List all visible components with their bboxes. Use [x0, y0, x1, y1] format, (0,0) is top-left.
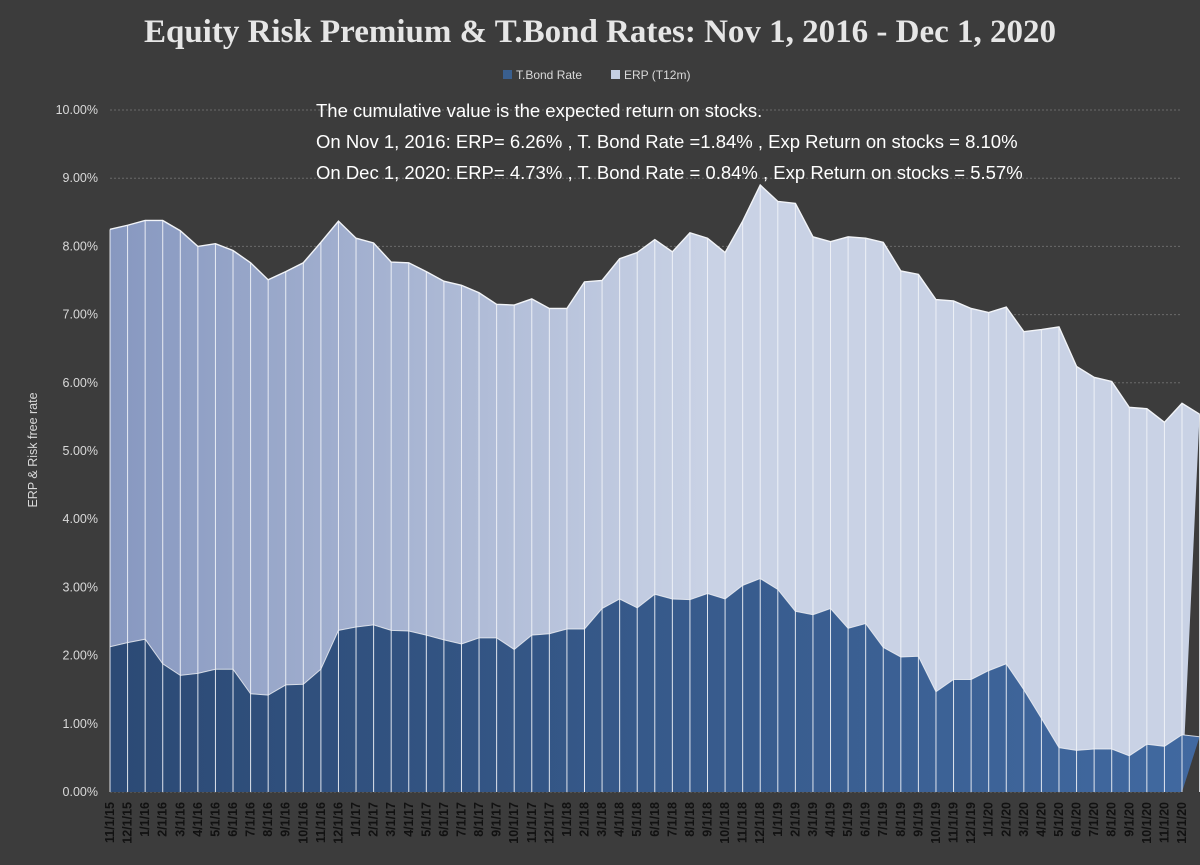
legend: T.Bond Rate ERP (T12m) — [503, 68, 690, 82]
column-dividers — [109, 185, 1200, 792]
annotation-line-2: On Nov 1, 2016: ERP= 6.26% , T. Bond Rat… — [316, 131, 1018, 152]
x-tick-label: 3/1/20 — [1017, 802, 1031, 837]
legend-label-tbond: T.Bond Rate — [516, 68, 582, 82]
x-tick-label: 7/1/19 — [876, 802, 890, 837]
x-tick-label: 1/1/17 — [349, 802, 363, 837]
legend-label-erp: ERP (T12m) — [624, 68, 690, 82]
x-tick-label: 12/1/19 — [964, 802, 978, 844]
series-boundary — [109, 577, 1200, 757]
x-tick-label: 5/1/19 — [841, 802, 855, 837]
x-tick-label: 3/1/17 — [384, 802, 398, 837]
x-tick-label: 1/1/16 — [138, 802, 152, 837]
x-tick-label: 4/1/17 — [402, 802, 416, 837]
y-axis-label: ERP & Risk free rate — [26, 392, 40, 507]
x-tick-label: 11/1/16 — [314, 802, 328, 843]
x-tick-label: 10/1/16 — [296, 802, 310, 844]
x-tick-label: 11/1/15 — [103, 802, 117, 843]
x-tick-label: 10/1/20 — [1140, 802, 1154, 844]
x-tick-label: 1/1/18 — [560, 802, 574, 837]
x-tick-label: 7/1/16 — [244, 802, 258, 837]
x-tick-label: 6/1/20 — [1070, 802, 1084, 837]
legend-swatch-tbond — [503, 70, 512, 79]
x-tick-label: 9/1/16 — [279, 802, 293, 837]
x-tick-label: 2/1/17 — [367, 802, 381, 837]
legend-entry-erp: ERP (T12m) — [611, 68, 690, 82]
x-tick-label: 8/1/18 — [683, 802, 697, 837]
chart-title: Equity Risk Premium & T.Bond Rates: Nov … — [144, 14, 1056, 50]
y-tick-label: 2.00% — [63, 649, 98, 663]
x-tick-label: 12/1/20 — [1175, 802, 1189, 844]
y-tick-label: 0.00% — [63, 785, 98, 799]
x-tick-label: 2/1/18 — [577, 802, 591, 837]
y-tick-label: 10.00% — [56, 103, 98, 117]
x-tick-label: 3/1/19 — [806, 802, 820, 837]
x-tick-label: 4/1/20 — [1034, 802, 1048, 837]
x-tick-label: 8/1/20 — [1105, 802, 1119, 837]
x-tick-label: 4/1/18 — [613, 802, 627, 837]
x-tick-label: 6/1/18 — [648, 802, 662, 837]
x-tick-label: 3/1/16 — [173, 802, 187, 837]
x-tick-label: 1/1/20 — [982, 802, 996, 837]
x-tick-label: 10/1/18 — [718, 802, 732, 844]
x-tick-label: 12/1/17 — [542, 802, 556, 844]
x-tick-label: 1/1/19 — [771, 802, 785, 837]
x-tick-label: 4/1/16 — [191, 802, 205, 837]
x-tick-label: 7/1/20 — [1087, 802, 1101, 837]
x-tick-label: 3/1/18 — [595, 802, 609, 837]
y-axis-ticks: 0.00% 1.00% 2.00% 3.00% 4.00% 5.00% 6.00% 7.00%… — [56, 103, 98, 799]
x-tick-label: 11/1/19 — [947, 802, 961, 843]
x-tick-label: 11/1/18 — [736, 802, 750, 843]
x-tick-label: 2/1/16 — [156, 802, 170, 837]
x-tick-label: 7/1/18 — [665, 802, 679, 837]
y-tick-label: 7.00% — [63, 308, 98, 322]
annotation-box: The cumulative value is the expected ret… — [316, 100, 1023, 183]
x-tick-label: 8/1/17 — [472, 802, 486, 837]
x-tick-label: 10/1/17 — [507, 802, 521, 844]
x-tick-label: 12/1/15 — [121, 802, 135, 844]
legend-entry-tbond: T.Bond Rate — [503, 68, 582, 82]
x-tick-label: 6/1/19 — [859, 802, 873, 837]
annotation-line-3: On Dec 1, 2020: ERP= 4.73% , T. Bond Rat… — [316, 162, 1023, 183]
y-tick-label: 5.00% — [63, 444, 98, 458]
x-tick-label: 4/1/19 — [824, 802, 838, 837]
x-tick-label: 5/1/17 — [419, 802, 433, 837]
x-tick-label: 6/1/17 — [437, 802, 451, 837]
x-tick-label: 12/1/18 — [753, 802, 767, 844]
x-tick-label: 9/1/19 — [911, 802, 925, 837]
x-tick-label: 11/1/20 — [1157, 802, 1171, 843]
x-axis-ticks: 11/1/15 12/1/15 1/1/16 2/1/16 3/1/16 4/1/16 5/… — [103, 802, 1189, 844]
x-tick-label: 2/1/19 — [788, 802, 802, 837]
x-tick-label: 2/1/20 — [999, 802, 1013, 837]
x-tick-label: 9/1/20 — [1122, 802, 1136, 837]
x-tick-label: 8/1/19 — [894, 802, 908, 837]
x-tick-label: 6/1/16 — [226, 802, 240, 837]
x-tick-label: 10/1/19 — [929, 802, 943, 844]
y-tick-label: 3.00% — [63, 580, 98, 594]
x-tick-label: 12/1/16 — [331, 802, 345, 844]
x-tick-label: 11/1/17 — [525, 802, 539, 843]
x-tick-label: 9/1/17 — [490, 802, 504, 837]
x-tick-label: 5/1/20 — [1052, 802, 1066, 837]
y-tick-label: 8.00% — [63, 239, 98, 253]
x-tick-label: 5/1/18 — [630, 802, 644, 837]
x-tick-label: 7/1/17 — [454, 802, 468, 837]
annotation-line-1: The cumulative value is the expected ret… — [316, 100, 762, 121]
y-tick-label: 4.00% — [63, 512, 98, 526]
x-tick-label: 8/1/16 — [261, 802, 275, 837]
x-tick-label: 5/1/16 — [208, 802, 222, 837]
y-tick-label: 1.00% — [63, 717, 98, 731]
legend-swatch-erp — [611, 70, 620, 79]
y-tick-label: 6.00% — [63, 376, 98, 390]
y-tick-label: 9.00% — [63, 171, 98, 185]
x-tick-label: 9/1/18 — [701, 802, 715, 837]
